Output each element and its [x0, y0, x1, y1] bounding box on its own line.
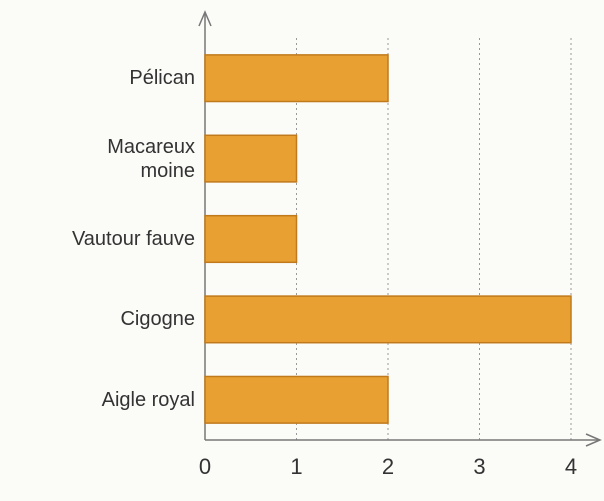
bar — [204, 375, 389, 424]
bar — [204, 295, 572, 344]
y-axis-arrow — [198, 10, 212, 27]
bar — [204, 214, 298, 264]
x-axis-arrow — [585, 433, 602, 447]
y-tick-label: Aigle royal — [101, 388, 195, 411]
x-tick-label: 2 — [382, 454, 394, 479]
y-tick-label: Pélican — [129, 67, 195, 90]
bar — [204, 134, 298, 183]
x-tick-label: 3 — [473, 454, 485, 479]
y-tick-label: Vautour fauve — [71, 228, 195, 250]
x-tick-label: 4 — [565, 454, 577, 479]
bar — [204, 54, 389, 103]
x-tick-label: 0 — [199, 454, 211, 479]
y-tick-label: Cigogne — [120, 308, 195, 331]
x-tick-label: 1 — [290, 454, 302, 479]
y-tick-label: Macareux moine — [107, 135, 195, 182]
